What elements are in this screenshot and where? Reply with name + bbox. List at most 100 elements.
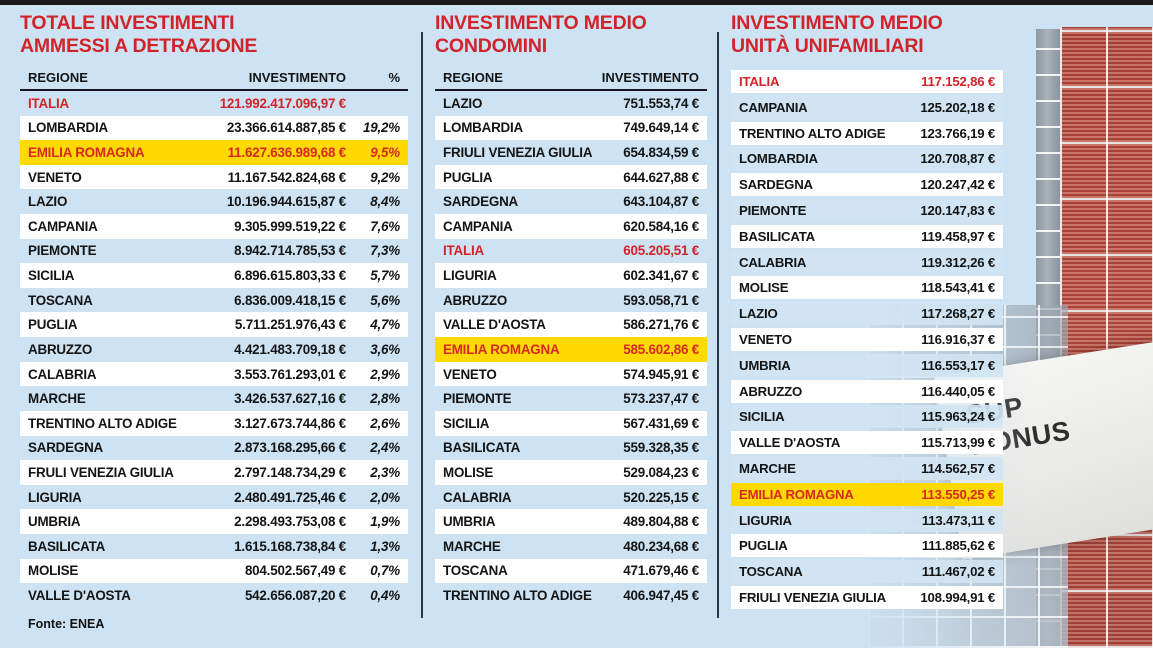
region-name: VALLE D'AOSTA [739, 435, 841, 451]
table-row: TRENTINO ALTO ADIGE 123.766,19 € [731, 121, 1003, 145]
table-row: SARDEGNA 643.104,87 € [435, 189, 707, 214]
percent-value: 2,8% [370, 391, 400, 407]
investment-value: 6.836.009.418,15 € [234, 292, 346, 308]
percent-value: 8,4% [370, 194, 400, 210]
title-line-1: INVESTIMENTO MEDIO [731, 12, 943, 34]
investment-value: 471.679,46 € [623, 563, 699, 579]
region-name: BASILICATA [443, 440, 521, 456]
region-name: FRULI VENEZIA GIULIA [28, 464, 174, 480]
table-row: EMILIA ROMAGNA 11.627.636.989,68 € 9,5% [20, 140, 408, 165]
percent-value: 7,6% [370, 218, 400, 234]
table-row: LAZIO 117.268,27 € [731, 302, 1003, 326]
region-name: MARCHE [443, 538, 501, 554]
table-row: ITALIA 117.152,86 € [731, 70, 1003, 93]
panel-investimento-medio-unifamiliari: INVESTIMENTO MEDIO UNITÀ UNIFAMILIARI IT… [731, 12, 1003, 612]
table-row: CAMPANIA 9.305.999.519,22 € 7,6% [20, 214, 408, 239]
region-name: ITALIA [739, 74, 780, 89]
table-row: LAZIO 10.196.944.615,87 € 8,4% [20, 189, 408, 214]
investment-value: 643.104,87 € [623, 194, 699, 210]
region-name: MOLISE [739, 280, 789, 296]
investment-value: 2.298.493.753,08 € [234, 514, 346, 530]
region-name: CAMPANIA [739, 99, 808, 115]
title-line-2: UNITÀ UNIFAMILIARI [731, 35, 924, 57]
region-name: ITALIA [28, 95, 69, 111]
investment-value: 586.271,76 € [623, 317, 699, 333]
investment-value: 480.234,68 € [623, 538, 699, 554]
region-name: UMBRIA [28, 514, 81, 530]
table-row: LIGURIA 602.341,67 € [435, 263, 707, 288]
table-row: TOSCANA 471.679,46 € [435, 558, 707, 584]
investment-value: 644.627,88 € [623, 169, 699, 185]
region-name: UMBRIA [739, 357, 791, 373]
investment-value: 117.152,86 € [921, 74, 995, 89]
region-name: MARCHE [739, 460, 796, 476]
panel-title: TOTALE INVESTIMENTI AMMESSI A DETRAZIONE [20, 12, 408, 58]
region-name: PUGLIA [739, 538, 788, 554]
region-name: TRENTINO ALTO ADIGE [28, 415, 177, 431]
region-name: VENETO [739, 331, 792, 347]
investment-value: 23.366.614.887,85 € [226, 120, 346, 136]
table-row: TOSCANA 6.836.009.418,15 € 5,6% [20, 288, 408, 313]
region-name: SARDEGNA [28, 440, 104, 456]
investment-value: 108.994,91 € [920, 589, 995, 605]
investment-value: 111.467,02 € [921, 564, 995, 580]
table-row: ABRUZZO 593.058,71 € [435, 288, 707, 313]
region-name: VALLE D'AOSTA [28, 587, 131, 603]
table-row: PIEMONTE 120.147,83 € [731, 198, 1003, 222]
table-row: MARCHE 480.234,68 € [435, 534, 707, 559]
investment-value: 121.992.417.096,97 € [219, 95, 347, 111]
investment-value: 4.421.483.709,18 € [234, 341, 346, 357]
investment-value: 620.584,16 € [623, 218, 699, 234]
table-row: BASILICATA 119.458,97 € [731, 224, 1003, 248]
table-row: PIEMONTE 573.237,47 € [435, 386, 707, 411]
investment-value: 114.562,57 € [921, 460, 995, 476]
region-name: TOSCANA [443, 563, 508, 579]
region-name: FRIULI VENEZIA GIULIA [443, 145, 593, 161]
investment-value: 567.431,69 € [623, 415, 699, 431]
table-row: UMBRIA 2.298.493.753,08 € 1,9% [20, 509, 408, 534]
header-percent: % [388, 70, 400, 85]
investment-value: 585.602,86 € [623, 341, 699, 357]
percent-value: 19,2% [363, 120, 400, 136]
region-name: TOSCANA [739, 564, 803, 580]
top-black-bar [0, 0, 1153, 5]
table-row: VENETO 11.167.542.824,68 € 9,2% [20, 164, 408, 190]
investment-value: 11.167.542.824,68 € [227, 169, 347, 185]
table-row: BASILICATA 1.615.168.738,84 € 1,3% [20, 534, 408, 559]
investment-value: 115.713,99 € [921, 435, 995, 451]
table-row: CAMPANIA 620.584,16 € [435, 214, 707, 239]
region-name: LOMBARDIA [28, 120, 109, 136]
table-row: MOLISE 118.543,41 € [731, 276, 1003, 300]
table-row: VENETO 574.945,91 € [435, 361, 707, 387]
percent-value: 2,9% [370, 366, 400, 382]
region-name: PUGLIA [28, 317, 78, 333]
investment-value: 3.426.537.627,16 € [234, 391, 346, 407]
investment-value: 593.058,71 € [623, 292, 699, 308]
region-name: ABRUZZO [28, 341, 93, 357]
region-name: CALABRIA [28, 366, 97, 382]
table-row: BASILICATA 559.328,35 € [435, 436, 707, 461]
table-row: PIEMONTE 8.942.714.785,53 € 7,3% [20, 239, 408, 264]
investment-value: 1.615.168.738,84 € [234, 538, 346, 554]
investment-value: 120.147,83 € [920, 202, 995, 218]
investment-value: 559.328,35 € [623, 440, 699, 456]
percent-value: 2,4% [370, 440, 400, 456]
table-row: CAMPANIA 125.202,18 € [731, 95, 1003, 119]
region-name: EMILIA ROMAGNA [28, 145, 145, 161]
investment-value: 125.202,18 € [920, 99, 995, 115]
table-row: LOMBARDIA 23.366.614.887,85 € 19,2% [20, 115, 408, 141]
region-name: VENETO [443, 366, 497, 382]
investment-value: 120.708,87 € [920, 151, 995, 167]
region-name: PIEMONTE [739, 202, 807, 218]
investment-value: 749.649,14 € [623, 120, 699, 136]
region-name: LOMBARDIA [739, 151, 818, 167]
table-row: SICILIA 567.431,69 € [435, 410, 707, 436]
table-row: TRENTINO ALTO ADIGE 406.947,45 € [435, 583, 707, 608]
investment-value: 574.945,91 € [623, 366, 699, 382]
table-row: VALLE D'AOSTA 542.656.087,20 € 0,4% [20, 583, 408, 608]
table-row: FRIULI VENEZIA GIULIA 108.994,91 € [731, 585, 1003, 609]
percent-value: 2,3% [370, 464, 400, 480]
region-name: BASILICATA [739, 228, 815, 244]
investment-value: 120.247,42 € [920, 177, 995, 193]
table-row: MARCHE 114.562,57 € [731, 456, 1003, 480]
